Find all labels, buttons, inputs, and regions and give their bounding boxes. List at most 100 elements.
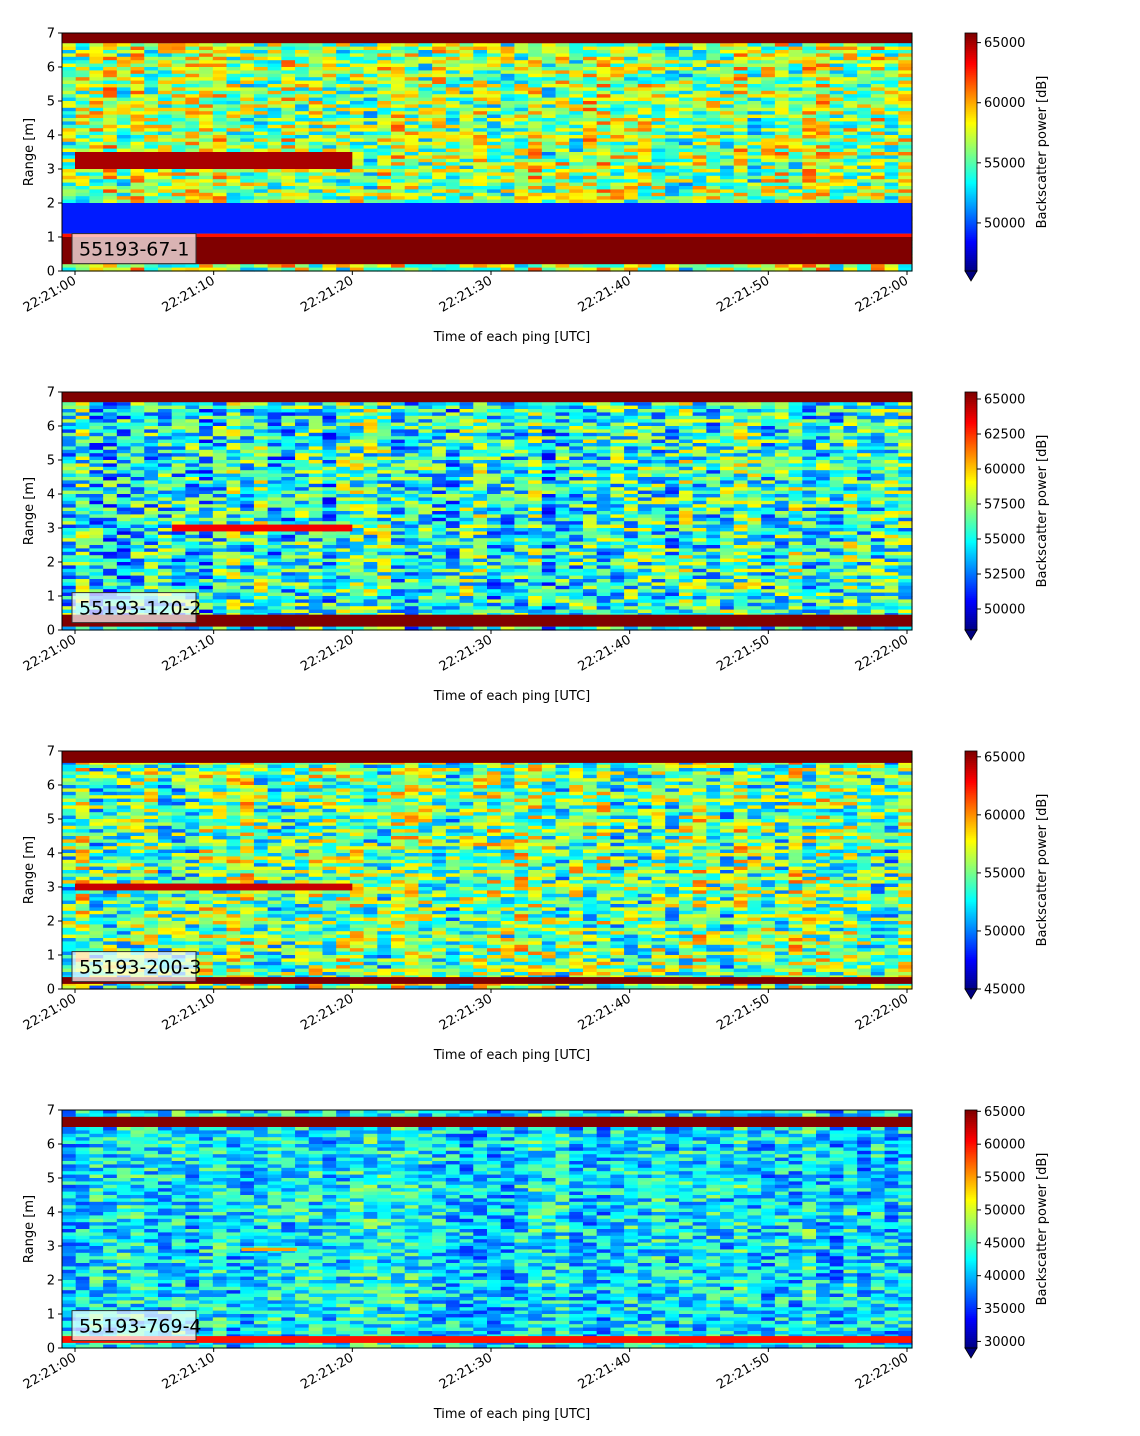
heatmap-cell [171,179,186,184]
heatmap-cell [116,70,132,75]
heatmap-cell [62,192,77,197]
heatmap-cell [774,162,790,167]
heatmap-cell [445,128,461,133]
heatmap-cell [103,175,118,180]
heatmap-cell [185,70,200,75]
heatmap-cell [130,111,145,116]
heatmap-cell [857,128,872,133]
heatmap-cell [870,179,886,184]
heatmap-cell [157,94,173,99]
y-tick-label: 6 [47,61,55,76]
heatmap-cell [226,94,241,99]
heatmap-cell [89,466,104,471]
heatmap-cell [199,107,214,112]
heatmap-cell [130,415,145,420]
heatmap-cell [62,53,77,58]
heatmap-cell [720,196,735,201]
heatmap-cell [103,135,118,139]
heatmap-cell [733,189,749,194]
heatmap-cell [212,196,228,201]
heatmap-cell [75,124,91,129]
heatmap-cell [212,135,228,139]
heatmap-cell [130,138,145,143]
heatmap-cell [445,145,461,150]
heatmap-cell [870,145,886,150]
heatmap-cell [857,138,872,143]
heatmap-cell [322,172,337,177]
heatmap-cell [500,155,516,160]
heatmap-cell [62,87,77,92]
heatmap-cell [555,196,570,201]
heatmap-cell [569,145,584,150]
heatmap-cell [610,128,625,133]
heatmap-cell [144,107,159,112]
heatmap-cell [240,138,255,143]
heatmap-cell [747,179,762,184]
heatmap-cell [89,199,104,204]
heatmap-cell [226,73,241,78]
heatmap-cell [185,111,200,116]
heatmap-cell [555,155,570,160]
heatmap-cell [212,138,228,143]
heatmap-cell [624,155,639,160]
heatmap-cell [569,172,584,177]
heatmap-cell [75,101,91,105]
heatmap-cell [226,97,241,102]
heatmap-cell [747,145,762,150]
heatmap-cell [212,43,228,48]
heatmap-cell [103,186,118,190]
colorbar-tick-label: 55000 [984,156,1025,171]
heatmap-cell [199,53,214,58]
heatmap-cell [829,179,845,184]
heatmap-cell [171,101,186,105]
heatmap-cell [89,148,104,153]
heatmap-cell [555,145,570,150]
heatmap-cell [62,43,77,48]
heatmap-cell [857,162,872,167]
heatmap-cell [185,80,200,85]
heatmap-cell [130,145,145,150]
heatmap-cell [391,145,406,150]
heatmap-cell [706,128,721,133]
heatmap-cell [308,138,324,143]
heatmap-cell [473,189,488,194]
heatmap-cell [144,80,159,85]
heatmap-cell [62,179,77,184]
heatmap-cell [857,145,872,150]
heatmap-cell [500,162,516,167]
heatmap-cell [212,60,228,65]
heatmap-cell [706,145,721,150]
heatmap-cell [322,179,337,184]
heatmap-cell [116,182,132,187]
heatmap-cell [171,60,186,65]
heatmap-cell [157,104,173,109]
heatmap-cell [157,67,173,71]
heatmap-cell [75,56,91,61]
heatmap-cell [75,77,91,82]
heatmap-cell [144,50,159,54]
heatmap-cell [144,56,159,61]
heatmap-cell [116,46,132,51]
y-tick-label: 1 [47,231,55,246]
heatmap-cell [62,500,77,505]
heatmap-cell [157,169,173,173]
heatmap-cell [185,43,200,48]
x-tick-label: 22:21:30 [437,273,495,315]
heatmap-cell [774,138,790,143]
heatmap-cell [130,432,145,437]
heatmap-cell [898,196,913,201]
heatmap-cell [185,107,200,112]
heatmap-cell [130,189,145,194]
heatmap-cell [62,90,77,95]
heatmap-cell [157,97,173,102]
heatmap-cell [171,182,186,187]
heatmap-cell [761,145,776,150]
heatmap-cell [706,189,721,194]
heatmap-cell [144,70,159,75]
heatmap-cell [62,77,77,82]
heatmap-cell [157,175,173,180]
heatmap-cell [596,145,611,150]
heatmap-cell [89,121,104,126]
x-tick-label: 22:21:10 [160,273,218,315]
heatmap-cell [884,145,899,150]
